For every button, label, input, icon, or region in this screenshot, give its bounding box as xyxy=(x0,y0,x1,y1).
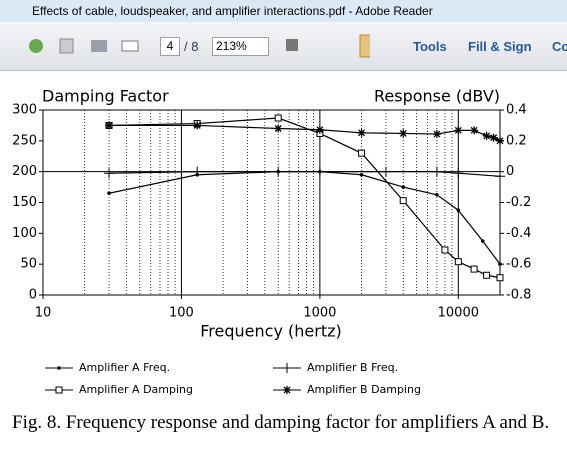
hand-tool[interactable] xyxy=(359,34,370,58)
legend-label: Amplifier A Damping xyxy=(79,383,193,396)
marker xyxy=(273,166,284,177)
marker xyxy=(274,114,282,122)
legend-label: Amplifier B Damping xyxy=(307,383,421,396)
marker xyxy=(358,149,366,157)
upload-icon[interactable] xyxy=(29,39,43,53)
y-axis-title: Damping Factor xyxy=(42,87,169,106)
y2-tick-label: -0.8 xyxy=(506,288,531,303)
y-tick-label: 250 xyxy=(12,133,37,148)
marker xyxy=(470,126,479,135)
marker xyxy=(359,172,364,177)
title-bar: Effects of cable, loudspeaker, and ampli… xyxy=(0,0,567,22)
series-line xyxy=(108,171,501,265)
marker xyxy=(314,166,325,177)
marker xyxy=(107,191,111,196)
marker xyxy=(454,126,463,135)
marker xyxy=(495,171,505,182)
marker xyxy=(192,166,203,177)
marker xyxy=(441,246,449,254)
marker xyxy=(399,129,408,138)
y2-tick-label: -0.6 xyxy=(506,257,531,272)
x-tick-label: 1000 xyxy=(303,306,336,321)
fit-icon[interactable] xyxy=(286,39,298,51)
page-input[interactable]: 4 xyxy=(160,37,180,56)
marker xyxy=(55,386,63,394)
marker xyxy=(470,265,478,273)
toolbar-icons xyxy=(29,38,139,54)
toolbar-icons-2 xyxy=(286,34,370,58)
x-tick-label: 10 xyxy=(35,306,52,321)
marker xyxy=(274,124,283,133)
marker xyxy=(453,168,464,179)
y2-tick-label: 0 xyxy=(506,164,514,179)
x-axis-title: Frequency (hertz) xyxy=(200,322,341,341)
plot-frame xyxy=(42,109,501,296)
marker xyxy=(496,274,504,282)
figure-caption: Fig. 8. Frequency response and damping f… xyxy=(12,412,550,433)
y-tick-label: 150 xyxy=(12,195,37,210)
marker xyxy=(315,125,324,134)
marker xyxy=(498,262,502,266)
y2-tick-label: -0.2 xyxy=(506,195,531,210)
marker xyxy=(380,166,391,177)
marker xyxy=(357,128,366,137)
marker xyxy=(283,386,291,394)
y2-tick-label: 0.4 xyxy=(506,103,527,118)
comment-button[interactable]: Co xyxy=(552,39,567,54)
marker xyxy=(483,271,491,279)
print-icon[interactable] xyxy=(91,40,107,52)
marker xyxy=(401,185,406,189)
y-tick-label: 50 xyxy=(20,257,37,272)
marker xyxy=(282,363,292,373)
mail-icon[interactable] xyxy=(121,40,139,52)
legend-label: Amplifier B Freq. xyxy=(307,361,398,374)
fill-sign-button[interactable]: Fill & Sign xyxy=(468,39,532,54)
y2-tick-label: 0.2 xyxy=(506,133,527,148)
y2-tick-label: -0.4 xyxy=(506,226,531,241)
marker xyxy=(482,131,491,140)
marker xyxy=(480,239,485,243)
marker xyxy=(489,133,498,142)
marker xyxy=(431,166,442,177)
x-tick-label: 100 xyxy=(169,306,194,321)
page-count: / 8 xyxy=(184,39,199,54)
chart: Damping Factor Response (dBV) Frequency … xyxy=(12,87,531,397)
y-tick-label: 0 xyxy=(29,288,37,303)
marker xyxy=(496,136,504,145)
marker xyxy=(454,258,462,266)
x-tick-label: 10000 xyxy=(438,306,479,321)
marker xyxy=(456,208,461,213)
tools-button[interactable]: Tools xyxy=(413,39,447,54)
marker xyxy=(435,192,439,197)
marker xyxy=(105,121,114,130)
marker xyxy=(399,197,407,205)
marker xyxy=(193,121,202,130)
save-icon[interactable] xyxy=(59,38,74,54)
marker xyxy=(57,366,61,370)
marker xyxy=(104,168,115,179)
legend-label: Amplifier A Freq. xyxy=(79,361,170,374)
marker xyxy=(432,130,441,139)
y-tick-label: 100 xyxy=(12,226,37,241)
y-tick-label: 300 xyxy=(12,103,37,118)
y-tick-label: 200 xyxy=(12,164,37,179)
window-title: Effects of cable, loudspeaker, and ampli… xyxy=(32,4,433,18)
toolbar: 4 / 8 213% Tools Fill & Sign Co xyxy=(0,22,567,71)
zoom-select[interactable]: 213% xyxy=(212,37,269,56)
y2-axis-title: Response (dBV) xyxy=(374,87,500,106)
